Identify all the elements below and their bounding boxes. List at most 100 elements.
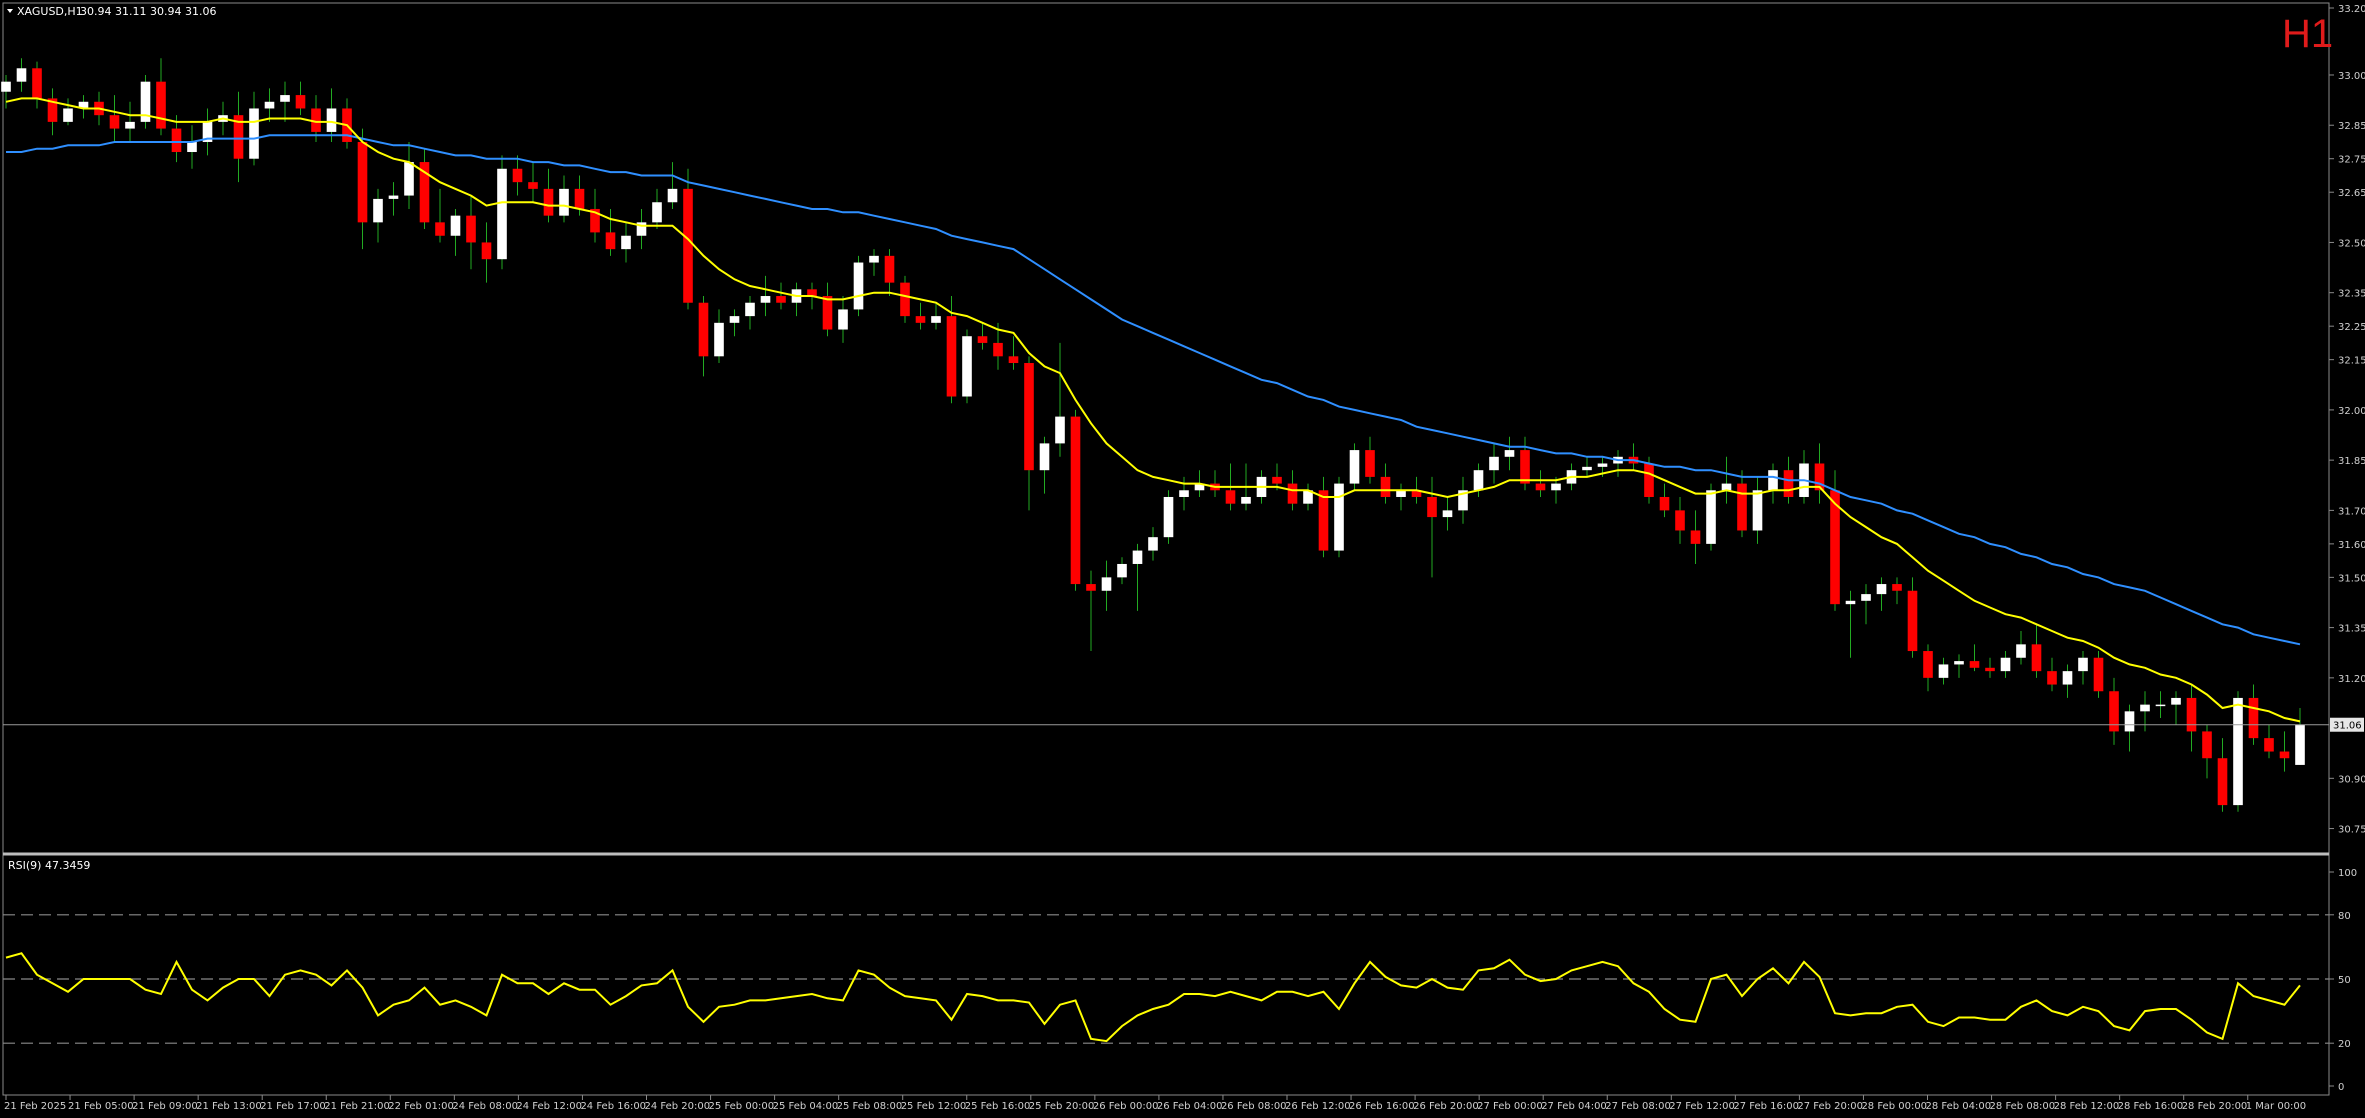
bear-candle bbox=[311, 108, 321, 132]
dropdown-triangle-icon[interactable] bbox=[7, 9, 13, 13]
bear-candle bbox=[1365, 450, 1375, 477]
bull-candle bbox=[1349, 450, 1360, 484]
price-tick-label: 30.90 bbox=[2338, 774, 2365, 785]
bull-candle bbox=[450, 215, 461, 236]
bear-candle bbox=[2248, 697, 2259, 739]
bear-candle bbox=[2186, 697, 2197, 732]
bear-candle bbox=[1985, 667, 1995, 672]
price-axis: 33.20 33.00 32.85 32.75 32.65 32.50 32.35 32.25… bbox=[2329, 4, 2365, 836]
bear-candle bbox=[900, 282, 910, 317]
price-tick-label: 31.20 bbox=[2338, 674, 2365, 685]
bull-candle bbox=[1938, 664, 1949, 678]
bear-candle bbox=[357, 141, 368, 223]
bull-candle bbox=[2295, 724, 2305, 765]
ohlc-values: 30.94 31.11 30.94 31.06 bbox=[80, 5, 216, 18]
bear-candle bbox=[977, 336, 988, 343]
bear-candle bbox=[1892, 584, 1902, 591]
slow-moving-average-line bbox=[6, 134, 2301, 646]
rsi-tick-label: 50 bbox=[2338, 975, 2351, 986]
price-tick-label: 31.85 bbox=[2338, 456, 2365, 467]
price-tick-label: 32.75 bbox=[2338, 155, 2365, 166]
time-tick-label: 25 Feb 12:00 bbox=[901, 1101, 967, 1112]
bull-candle bbox=[559, 188, 569, 216]
bear-candle bbox=[2279, 751, 2290, 759]
bear-candle bbox=[1830, 490, 1840, 605]
bull-candle bbox=[1721, 483, 1732, 491]
bear-candle bbox=[1086, 584, 1096, 591]
bear-candle bbox=[2031, 644, 2042, 672]
bear-candle bbox=[884, 255, 895, 283]
time-tick-label: 24 Feb 16:00 bbox=[580, 1101, 646, 1112]
bull-candle bbox=[187, 141, 197, 153]
bear-candle bbox=[233, 115, 244, 159]
bull-candle bbox=[2171, 697, 2181, 705]
moving-averages bbox=[5, 97, 2301, 723]
bull-candle bbox=[1489, 456, 1499, 471]
time-tick-label: 27 Feb 16:00 bbox=[1733, 1101, 1799, 1112]
rsi-label: RSI(9) 47.3459 bbox=[8, 859, 90, 872]
price-tick-label: 30.75 bbox=[2338, 825, 2365, 836]
price-tick-label: 32.25 bbox=[2338, 322, 2365, 333]
time-tick-label: 21 Feb 21:00 bbox=[324, 1101, 390, 1112]
rsi-tick-label: 20 bbox=[2338, 1039, 2351, 1050]
bull-candle bbox=[2233, 697, 2243, 806]
bear-candle bbox=[1783, 470, 1794, 497]
bear-candle bbox=[2109, 691, 2119, 732]
time-tick-label: 1 Mar 00:00 bbox=[2246, 1101, 2306, 1112]
bull-candle bbox=[1396, 490, 1406, 497]
bull-candle bbox=[931, 316, 941, 323]
bull-candle bbox=[1706, 490, 1716, 544]
bear-candle bbox=[698, 302, 709, 357]
bull-candle bbox=[1861, 594, 1871, 601]
bear-candle bbox=[915, 316, 926, 323]
price-tick-label: 33.20 bbox=[2338, 4, 2365, 15]
time-tick-label: 28 Feb 12:00 bbox=[2054, 1101, 2120, 1112]
bull-candle bbox=[1055, 416, 1065, 444]
candles bbox=[1, 58, 2305, 812]
bull-candle bbox=[745, 302, 755, 317]
bear-candle bbox=[2202, 731, 2212, 759]
bull-candle bbox=[853, 262, 864, 310]
time-tick-label: 24 Feb 20:00 bbox=[645, 1101, 711, 1112]
fast-moving-average-line bbox=[5, 97, 2301, 723]
bull-candle bbox=[869, 255, 879, 263]
bear-candle bbox=[47, 98, 58, 122]
time-tick-label: 27 Feb 08:00 bbox=[1605, 1101, 1671, 1112]
rsi-tick-label: 0 bbox=[2338, 1082, 2344, 1093]
symbol-header: XAGUSD,H1 30.94 31.11 30.94 31.06 bbox=[7, 5, 216, 18]
bull-candle bbox=[78, 101, 89, 109]
time-tick-label: 24 Feb 12:00 bbox=[516, 1101, 582, 1112]
bull-candle bbox=[962, 336, 972, 397]
bull-candle bbox=[1241, 496, 1251, 504]
bull-candle bbox=[1101, 577, 1112, 591]
time-tick-label: 25 Feb 04:00 bbox=[773, 1101, 839, 1112]
bull-candle bbox=[497, 168, 507, 260]
bear-candle bbox=[2047, 671, 2057, 685]
bear-candle bbox=[2217, 758, 2228, 806]
bear-candle bbox=[1659, 496, 1670, 511]
bear-candle bbox=[1380, 476, 1391, 497]
bull-candle bbox=[1876, 584, 1887, 595]
rsi-axis: 100 80 50 20 0 bbox=[3, 868, 2357, 1093]
bear-candle bbox=[1024, 363, 1034, 471]
bear-candle bbox=[1520, 450, 1530, 484]
time-tick-label: 27 Feb 00:00 bbox=[1477, 1101, 1543, 1112]
bear-candle bbox=[543, 188, 554, 216]
bear-candle bbox=[590, 208, 600, 233]
bull-candle bbox=[2000, 657, 2011, 672]
price-tick-label: 32.15 bbox=[2338, 356, 2365, 367]
bear-candle bbox=[1737, 483, 1747, 531]
time-tick-label: 28 Feb 16:00 bbox=[2118, 1101, 2184, 1112]
bull-candle bbox=[1845, 600, 1856, 605]
bull-candle bbox=[2078, 657, 2088, 672]
price-tick-label: 32.35 bbox=[2338, 289, 2365, 300]
current-price-box bbox=[2330, 717, 2364, 732]
bull-candle bbox=[1132, 550, 1143, 564]
bull-candle bbox=[667, 188, 678, 203]
time-tick-label: 25 Feb 16:00 bbox=[965, 1101, 1031, 1112]
bull-candle bbox=[326, 108, 337, 132]
bear-candle bbox=[1644, 463, 1654, 497]
bear-candle bbox=[466, 215, 476, 243]
